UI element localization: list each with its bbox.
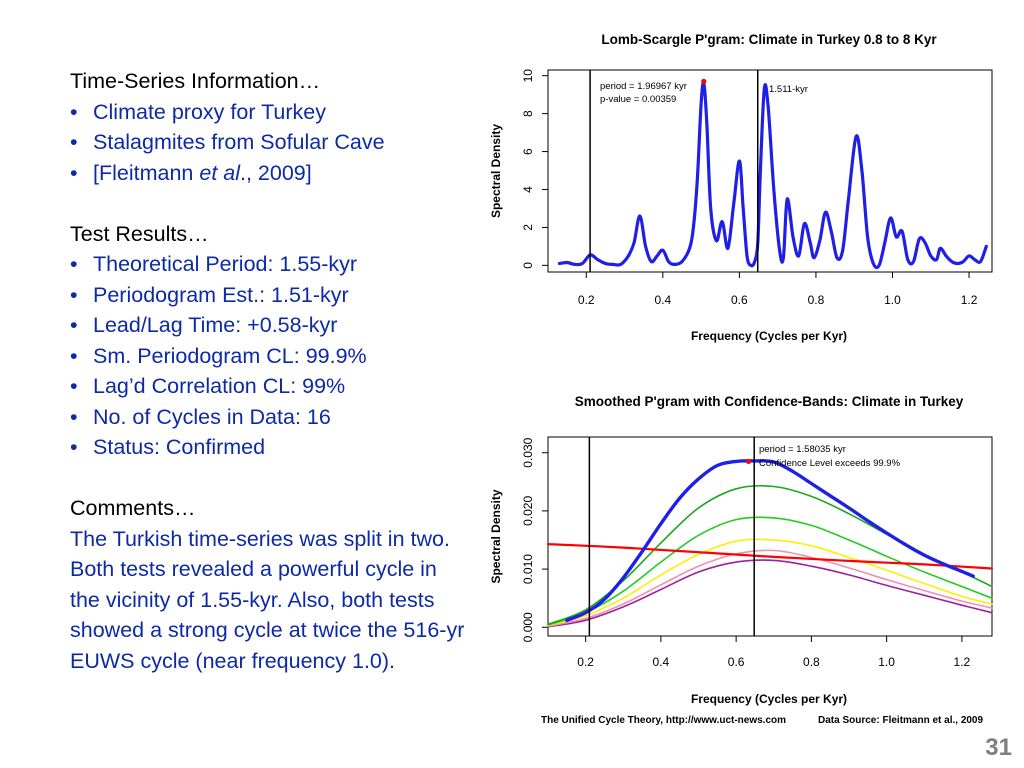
series-line-2: [547, 538, 993, 627]
results-list: Theoretical Period: 1.55-kyr Periodogram…: [70, 249, 470, 463]
smoothed-periodogram-chart: Smoothed P'gram with Confidence-Bands: C…: [489, 394, 994, 706]
ts-list: Climate proxy for Turkey Stalagmites fro…: [70, 97, 470, 189]
y-tick-label: 2: [521, 224, 535, 231]
result-periodogram-est: Periodogram Est.: 1.51-kyr: [70, 280, 470, 311]
plot-frame: [547, 436, 993, 637]
y-tick-label: 0.010: [521, 554, 535, 584]
comments-text: The Turkish time-series was split in two…: [70, 526, 465, 673]
ts-item-citation: [Fleitmann et al., 2009]: [70, 158, 470, 189]
x-tick-label: 0.2: [578, 293, 595, 307]
result-lead-lag: Lead/Lag Time: +0.58-kyr: [70, 310, 470, 341]
x-axis-label: Frequency (Cycles per Kyr): [691, 692, 847, 706]
ts-item-source: Stalagmites from Sofular Cave: [70, 127, 470, 158]
x-tick-label: 1.0: [878, 655, 895, 669]
y-tick-label: 4: [521, 186, 535, 193]
x-tick-label: 1.0: [884, 293, 901, 307]
annotation-0: period = 1.96967 kyr: [600, 81, 687, 92]
text-panel: Time-Series Information… Climate proxy f…: [70, 66, 470, 676]
series-line-6: [565, 459, 975, 622]
ts-item-proxy: Climate proxy for Turkey: [70, 97, 470, 128]
x-tick-label: 0.6: [728, 655, 745, 669]
annotation-0: period = 1.58035 kyr: [759, 444, 846, 455]
series-line-0: [547, 559, 993, 628]
y-tick-label: 6: [521, 148, 535, 155]
y-tick-label: 0: [521, 262, 535, 269]
series-line-3: [547, 516, 993, 626]
plot-frame: [547, 69, 993, 273]
x-tick-label: 0.8: [803, 655, 820, 669]
ts-header: Time-Series Information…: [70, 69, 321, 93]
series-line-5: [546, 543, 994, 570]
result-status: Status: Confirmed: [70, 432, 470, 463]
lomb-scargle-chart: Lomb-Scargle P'gram: Climate in Turkey 0…: [489, 32, 993, 343]
y-axis-label: Spectral Density: [489, 489, 503, 583]
result-theoretical-period: Theoretical Period: 1.55-kyr: [70, 249, 470, 280]
y-tick-label: 8: [521, 110, 535, 117]
citation-post: ., 2009]: [240, 160, 312, 185]
y-axis-label: Spectral Density: [489, 124, 503, 218]
x-tick-label: 0.4: [653, 655, 670, 669]
citation-pre: [Fleitmann: [93, 160, 200, 185]
chart-title: Smoothed P'gram with Confidence-Bands: C…: [575, 394, 964, 409]
series-line-1: [547, 549, 993, 627]
x-tick-label: 0.4: [654, 293, 671, 307]
peak-marker: [745, 458, 752, 465]
x-axis-label: Frequency (Cycles per Kyr): [691, 329, 847, 343]
credit-right: Data Source: Fleitmann et al., 2009: [818, 715, 983, 726]
annotation-2: 1.511-kyr: [769, 84, 808, 95]
comments-header: Comments…: [70, 496, 196, 520]
result-lag-correlation-cl: Lag’d Correlation CL: 99%: [70, 371, 470, 402]
results-header: Test Results…: [70, 221, 209, 246]
y-tick-label: 0.030: [521, 437, 535, 467]
y-tick-label: 10: [521, 69, 535, 83]
result-sm-periodogram-cl: Sm. Periodogram CL: 99.9%: [70, 341, 470, 372]
y-tick-label: 0.020: [521, 496, 535, 526]
series-line-0: [557, 81, 988, 270]
chart-title: Lomb-Scargle P'gram: Climate in Turkey 0…: [601, 32, 937, 47]
slide-number: 31: [985, 734, 1012, 761]
credit-left: The Unified Cycle Theory, http://www.uct…: [541, 715, 786, 726]
x-tick-label: 1.2: [954, 655, 971, 669]
annotation-1: p-value = 0.00359: [600, 94, 676, 105]
peak-marker: [701, 78, 707, 84]
x-tick-label: 0.2: [577, 655, 594, 669]
citation-em: et al: [199, 160, 240, 185]
x-tick-label: 0.8: [808, 293, 825, 307]
x-tick-label: 1.2: [961, 293, 978, 307]
y-tick-label: 0.000: [521, 612, 535, 642]
result-num-cycles: No. of Cycles in Data: 16: [70, 402, 470, 433]
x-tick-label: 0.6: [731, 293, 748, 307]
annotation-1: Confidence Level exceeds 99.9%: [759, 458, 901, 469]
